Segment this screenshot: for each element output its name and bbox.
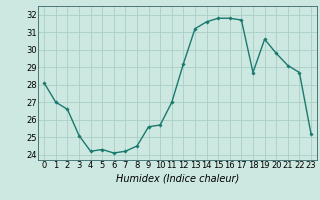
X-axis label: Humidex (Indice chaleur): Humidex (Indice chaleur) xyxy=(116,173,239,183)
